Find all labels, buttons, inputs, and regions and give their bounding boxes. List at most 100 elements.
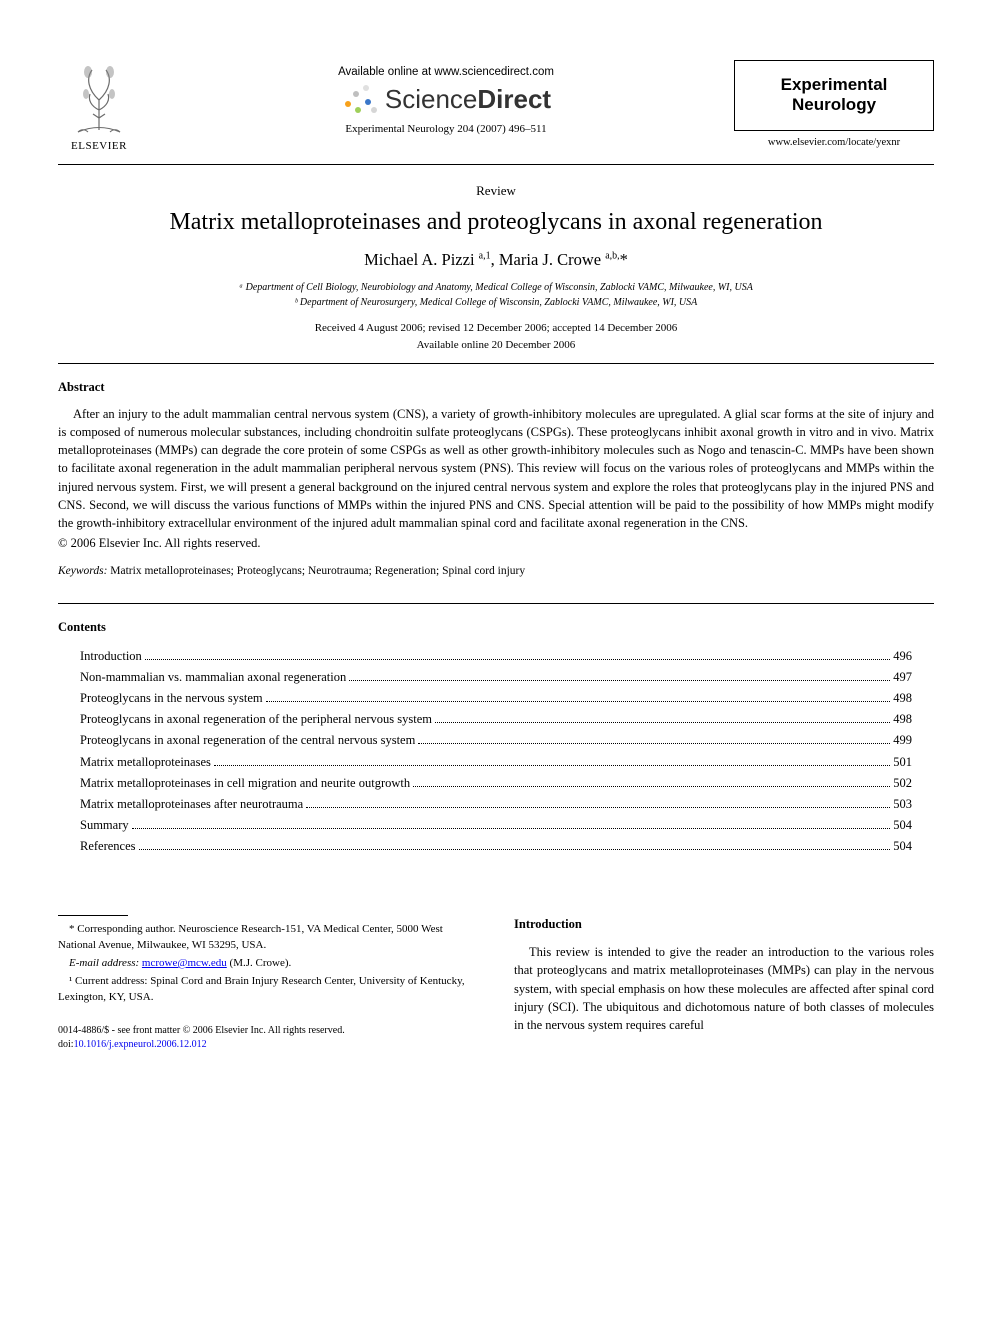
toc-page: 501 [893,753,912,771]
email-label: E-mail address: [69,957,142,969]
toc-leader-dots [418,743,890,744]
journal-name: Experimental Neurology [743,75,925,116]
toc-label: Proteoglycans in the nervous system [80,689,263,707]
email-tail: (M.J. Crowe). [227,957,291,969]
toc-row[interactable]: Introduction 496 [80,647,912,665]
toc-label: References [80,837,136,855]
footnote-1: ¹ Current address: Spinal Cord and Brain… [58,974,478,1006]
citation-line: Experimental Neurology 204 (2007) 496–51… [158,123,734,135]
toc-row[interactable]: References 504 [80,837,912,855]
toc-label: Matrix metalloproteinases after neurotra… [80,795,303,813]
introduction-text: This review is intended to give the read… [514,943,934,1034]
toc-row[interactable]: Summary 504 [80,816,912,834]
sd-dot-icon [353,91,359,97]
affiliation-line: ᵃ Department of Cell Biology, Neurobiolo… [58,280,934,295]
toc-row[interactable]: Matrix metalloproteinases 501 [80,753,912,771]
toc-label: Summary [80,816,129,834]
elsevier-logo: ELSEVIER [58,60,140,152]
toc-leader-dots [413,786,890,787]
sciencedirect-logo: ScienceDirect [158,84,734,115]
toc-row[interactable]: Proteoglycans in axonal regeneration of … [80,710,912,728]
date-line: Received 4 August 2006; revised 12 Decem… [58,320,934,337]
toc-row[interactable]: Matrix metalloproteinases after neurotra… [80,795,912,813]
email-line: E-mail address: mcrowe@mcw.edu (M.J. Cro… [58,956,478,972]
toc-leader-dots [349,680,890,681]
toc-label: Matrix metalloproteinases in cell migrat… [80,774,410,792]
sd-dot-icon [363,85,369,91]
bottom-columns: * Corresponding author. Neuroscience Res… [58,915,934,1052]
journal-url: www.elsevier.com/locate/yexnr [734,137,934,148]
sd-word-b: Direct [477,84,551,114]
contents-list: Introduction 496 Non-mammalian vs. mammal… [58,647,934,855]
keywords-label: Keywords: [58,565,107,577]
toc-page: 499 [893,731,912,749]
sd-dot-icon [371,107,377,113]
toc-label: Non-mammalian vs. mammalian axonal regen… [80,668,346,686]
toc-page: 504 [893,837,912,855]
toc-page: 502 [893,774,912,792]
front-matter-line: 0014-4886/$ - see front matter © 2006 El… [58,1024,478,1038]
toc-page: 498 [893,710,912,728]
sd-dot-icon [365,99,371,105]
sciencedirect-wordmark: ScienceDirect [385,84,551,115]
toc-label: Introduction [80,647,142,665]
divider-line [58,363,934,364]
sd-dot-icon [355,107,361,113]
correspondence-block: * Corresponding author. Neuroscience Res… [58,915,478,1052]
elsevier-tree-icon [58,60,140,138]
doi-line: doi:10.1016/j.expneurol.2006.12.012 [58,1038,478,1052]
introduction-block: Introduction This review is intended to … [514,915,934,1052]
sd-dot-icon [345,101,351,107]
toc-row[interactable]: Matrix metalloproteinases in cell migrat… [80,774,912,792]
toc-leader-dots [214,765,890,766]
elsevier-label: ELSEVIER [58,140,140,152]
toc-page: 498 [893,689,912,707]
toc-row[interactable]: Proteoglycans in the nervous system 498 [80,689,912,707]
corresponding-author-line: * Corresponding author. Neuroscience Res… [58,922,478,954]
toc-page: 504 [893,816,912,834]
abstract-text: After an injury to the adult mammalian c… [58,405,934,532]
abstract-heading: Abstract [58,380,934,395]
contents-heading: Contents [58,620,934,635]
toc-page: 497 [893,668,912,686]
sd-word-a: Science [385,84,478,114]
toc-leader-dots [306,807,890,808]
email-link[interactable]: mcrowe@mcw.edu [142,957,227,969]
toc-page: 496 [893,647,912,665]
keywords-text: Matrix metalloproteinases; Proteoglycans… [107,565,525,577]
toc-leader-dots [139,849,891,850]
introduction-heading: Introduction [514,915,934,933]
footer-info: 0014-4886/$ - see front matter © 2006 El… [58,1024,478,1052]
publisher-block: ELSEVIER [58,60,158,152]
history-dates: Received 4 August 2006; revised 12 Decem… [58,320,934,353]
sciencedirect-atom-icon [341,85,379,115]
authors-line: Michael A. Pizzi a,1, Maria J. Crowe a,b… [58,250,934,270]
date-line: Available online 20 December 2006 [58,337,934,354]
footnote-rule [58,915,128,916]
abstract-copyright: © 2006 Elsevier Inc. All rights reserved… [58,536,934,551]
available-online-text: Available online at www.sciencedirect.co… [158,66,734,78]
affiliations: ᵃ Department of Cell Biology, Neurobiolo… [58,280,934,310]
journal-block: Experimental Neurology www.elsevier.com/… [734,60,934,148]
toc-row[interactable]: Non-mammalian vs. mammalian axonal regen… [80,668,912,686]
toc-label: Proteoglycans in axonal regeneration of … [80,731,415,749]
toc-leader-dots [132,828,891,829]
toc-leader-dots [145,659,890,660]
article-type: Review [58,183,934,199]
header-center: Available online at www.sciencedirect.co… [158,60,734,135]
toc-row[interactable]: Proteoglycans in axonal regeneration of … [80,731,912,749]
page-container: ELSEVIER Available online at www.science… [0,0,992,1092]
journal-title-box: Experimental Neurology [734,60,934,131]
toc-page: 503 [893,795,912,813]
toc-leader-dots [435,722,890,723]
keywords-line: Keywords: Matrix metalloproteinases; Pro… [58,565,934,577]
doi-link[interactable]: 10.1016/j.expneurol.2006.12.012 [74,1039,207,1050]
header-row: ELSEVIER Available online at www.science… [58,60,934,165]
affiliation-line: ᵇ Department of Neurosurgery, Medical Co… [58,295,934,310]
toc-leader-dots [266,701,891,702]
doi-prefix: doi: [58,1039,74,1050]
toc-label: Proteoglycans in axonal regeneration of … [80,710,432,728]
divider-line [58,603,934,604]
toc-label: Matrix metalloproteinases [80,753,211,771]
article-title: Matrix metalloproteinases and proteoglyc… [58,209,934,236]
